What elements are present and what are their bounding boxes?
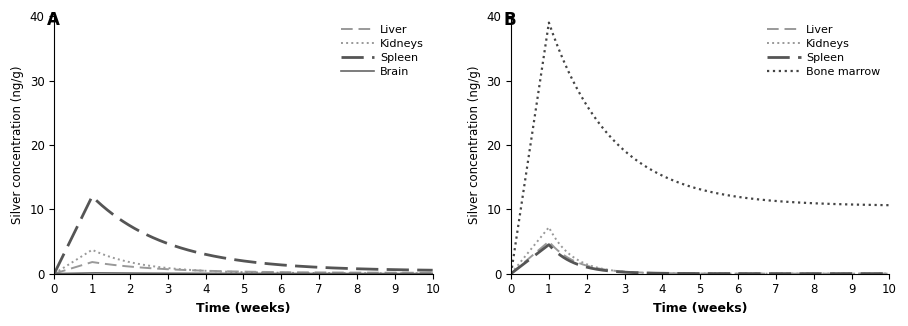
Kidneys <box>428 271 439 275</box>
Kidneys <box>49 272 60 275</box>
Liver <box>86 260 97 264</box>
Line: Bone marrow: Bone marrow <box>511 22 890 274</box>
Spleen <box>86 194 97 198</box>
Kidneys <box>877 272 888 275</box>
Brain <box>419 272 430 275</box>
Kidneys <box>86 248 97 252</box>
Kidneys <box>419 271 430 275</box>
Kidneys <box>194 269 205 273</box>
Spleen <box>651 271 662 275</box>
Spleen <box>114 217 125 221</box>
Line: Brain: Brain <box>54 273 433 274</box>
Kidneys <box>571 258 582 261</box>
Line: Liver: Liver <box>511 242 890 274</box>
Liver <box>114 264 125 268</box>
X-axis label: Time (weeks): Time (weeks) <box>196 302 291 315</box>
Brain <box>194 272 205 275</box>
Liver <box>544 240 555 244</box>
Kidneys <box>544 225 555 229</box>
Brain <box>49 272 60 275</box>
Liver <box>548 245 559 249</box>
Liver <box>651 271 662 275</box>
Kidneys <box>114 258 125 262</box>
Bone marrow <box>548 36 559 40</box>
Kidneys <box>548 235 559 239</box>
Liver <box>428 271 439 275</box>
Spleen <box>49 272 60 275</box>
Bone marrow <box>667 178 678 182</box>
Bone marrow <box>571 86 582 90</box>
Brain <box>92 271 103 275</box>
Brain <box>428 272 439 275</box>
Spleen <box>571 262 582 266</box>
Bone marrow <box>544 21 555 24</box>
Spleen <box>211 255 222 259</box>
Spleen <box>667 272 678 275</box>
Spleen <box>544 243 555 246</box>
Spleen <box>380 268 390 272</box>
Kidneys <box>506 272 517 275</box>
Kidneys <box>380 271 390 275</box>
Spleen <box>884 272 895 275</box>
Liver <box>419 271 430 275</box>
Kidneys <box>211 269 222 273</box>
Liver <box>211 269 222 273</box>
Spleen <box>548 248 559 252</box>
Legend: Liver, Kidneys, Spleen, Brain: Liver, Kidneys, Spleen, Brain <box>338 22 427 81</box>
Liver <box>506 272 517 275</box>
Liver <box>49 272 60 275</box>
Bone marrow <box>884 203 895 207</box>
Line: Liver: Liver <box>54 262 433 274</box>
Spleen <box>92 200 103 203</box>
Brain <box>380 272 390 275</box>
Brain <box>114 271 125 275</box>
Liver <box>877 272 888 275</box>
Spleen <box>194 251 205 255</box>
X-axis label: Time (weeks): Time (weeks) <box>653 302 747 315</box>
Spleen <box>506 272 517 275</box>
Text: B: B <box>503 11 516 29</box>
Bone marrow <box>836 202 847 206</box>
Liver <box>667 271 678 275</box>
Spleen <box>419 268 430 272</box>
Spleen <box>836 272 847 275</box>
Text: A: A <box>46 11 60 29</box>
Kidneys <box>651 271 662 275</box>
Line: Kidneys: Kidneys <box>511 227 890 274</box>
Y-axis label: Silver concentration (ng/g): Silver concentration (ng/g) <box>11 66 25 224</box>
Liver <box>884 272 895 275</box>
Line: Kidneys: Kidneys <box>54 250 433 274</box>
Spleen <box>428 268 439 272</box>
Brain <box>211 272 222 275</box>
Liver <box>92 261 103 265</box>
Kidneys <box>92 250 103 254</box>
Spleen <box>877 272 888 275</box>
Line: Spleen: Spleen <box>54 196 433 274</box>
Line: Spleen: Spleen <box>511 244 890 274</box>
Legend: Liver, Kidneys, Spleen, Bone marrow: Liver, Kidneys, Spleen, Bone marrow <box>765 22 883 81</box>
Kidneys <box>836 272 847 275</box>
Liver <box>380 271 390 274</box>
Y-axis label: Silver concentration (ng/g): Silver concentration (ng/g) <box>468 66 481 224</box>
Kidneys <box>667 272 678 275</box>
Brain <box>86 271 97 275</box>
Bone marrow <box>506 272 517 275</box>
Bone marrow <box>877 203 888 207</box>
Kidneys <box>884 272 895 275</box>
Liver <box>836 272 847 275</box>
Bone marrow <box>651 170 662 174</box>
Liver <box>571 260 582 264</box>
Liver <box>194 269 205 273</box>
